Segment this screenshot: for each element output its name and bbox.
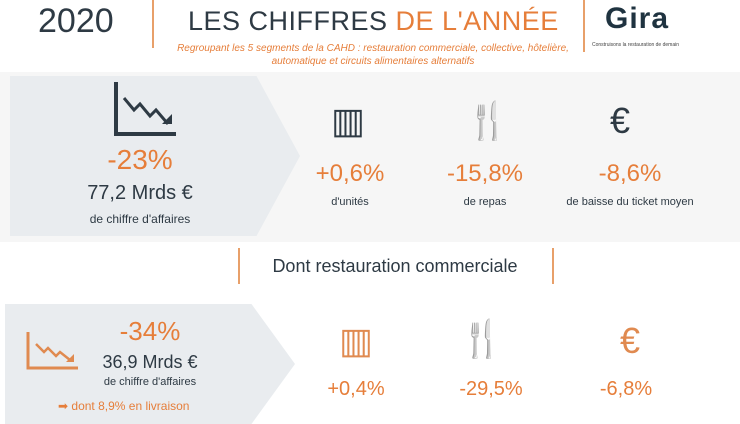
commercial-change: -34% <box>119 316 181 346</box>
commercial-meals-change: -29,5% <box>459 378 523 400</box>
subtitle: Regroupant les 5 segments de la CAHD : r… <box>177 43 569 67</box>
commercial-amount-label: de chiffre d'affaires <box>103 376 197 388</box>
storefront-icon: ▥ <box>338 320 373 361</box>
declining-chart-icon <box>114 82 176 136</box>
gira-logo: Gira <box>605 2 670 35</box>
fork-knife-icon: 🍴 <box>459 318 505 359</box>
declining-chart-icon <box>26 332 78 370</box>
euro-icon: € <box>619 320 641 361</box>
divider <box>152 0 154 48</box>
divider <box>552 248 554 284</box>
total-change: -23% <box>107 144 173 175</box>
title-main: LES CHIFFRES <box>188 6 396 36</box>
ticket-label: de baisse du ticket moyen <box>566 196 694 208</box>
total-panel <box>10 76 300 236</box>
commercial-amount: 36,9 Mrds € <box>102 352 198 372</box>
divider <box>583 0 585 52</box>
ticket-change: -8,6% <box>598 160 662 187</box>
delivery-text: dont 8,9% en livraison <box>71 399 190 413</box>
commercial-units-change: +0,4% <box>327 378 385 400</box>
delivery-share: ➡ dont 8,9% en livraison <box>58 399 190 413</box>
page-title: LES CHIFFRES DE L'ANNÉE <box>188 6 559 37</box>
divider <box>238 248 240 284</box>
logo-tagline: Construisons la restauration de demain <box>592 42 679 48</box>
year: 2020 <box>38 2 114 40</box>
commercial-ticket-change: -6,8% <box>599 378 653 400</box>
storefront-icon: ▥ <box>330 100 365 141</box>
units-change: +0,6% <box>315 160 385 187</box>
section-title: Dont restauration commerciale <box>272 256 518 276</box>
meals-label: de repas <box>463 196 507 208</box>
title-accent: DE L'ANNÉE <box>395 6 559 36</box>
commercial-panel <box>5 304 295 424</box>
euro-icon: € <box>609 100 631 141</box>
total-amount-label: de chiffre d'affaires <box>89 212 191 226</box>
total-amount: 77,2 Mrds € <box>87 182 193 204</box>
units-label: d'unités <box>331 196 369 208</box>
fork-knife-icon: 🍴 <box>465 100 511 141</box>
meals-change: -15,8% <box>446 160 524 187</box>
